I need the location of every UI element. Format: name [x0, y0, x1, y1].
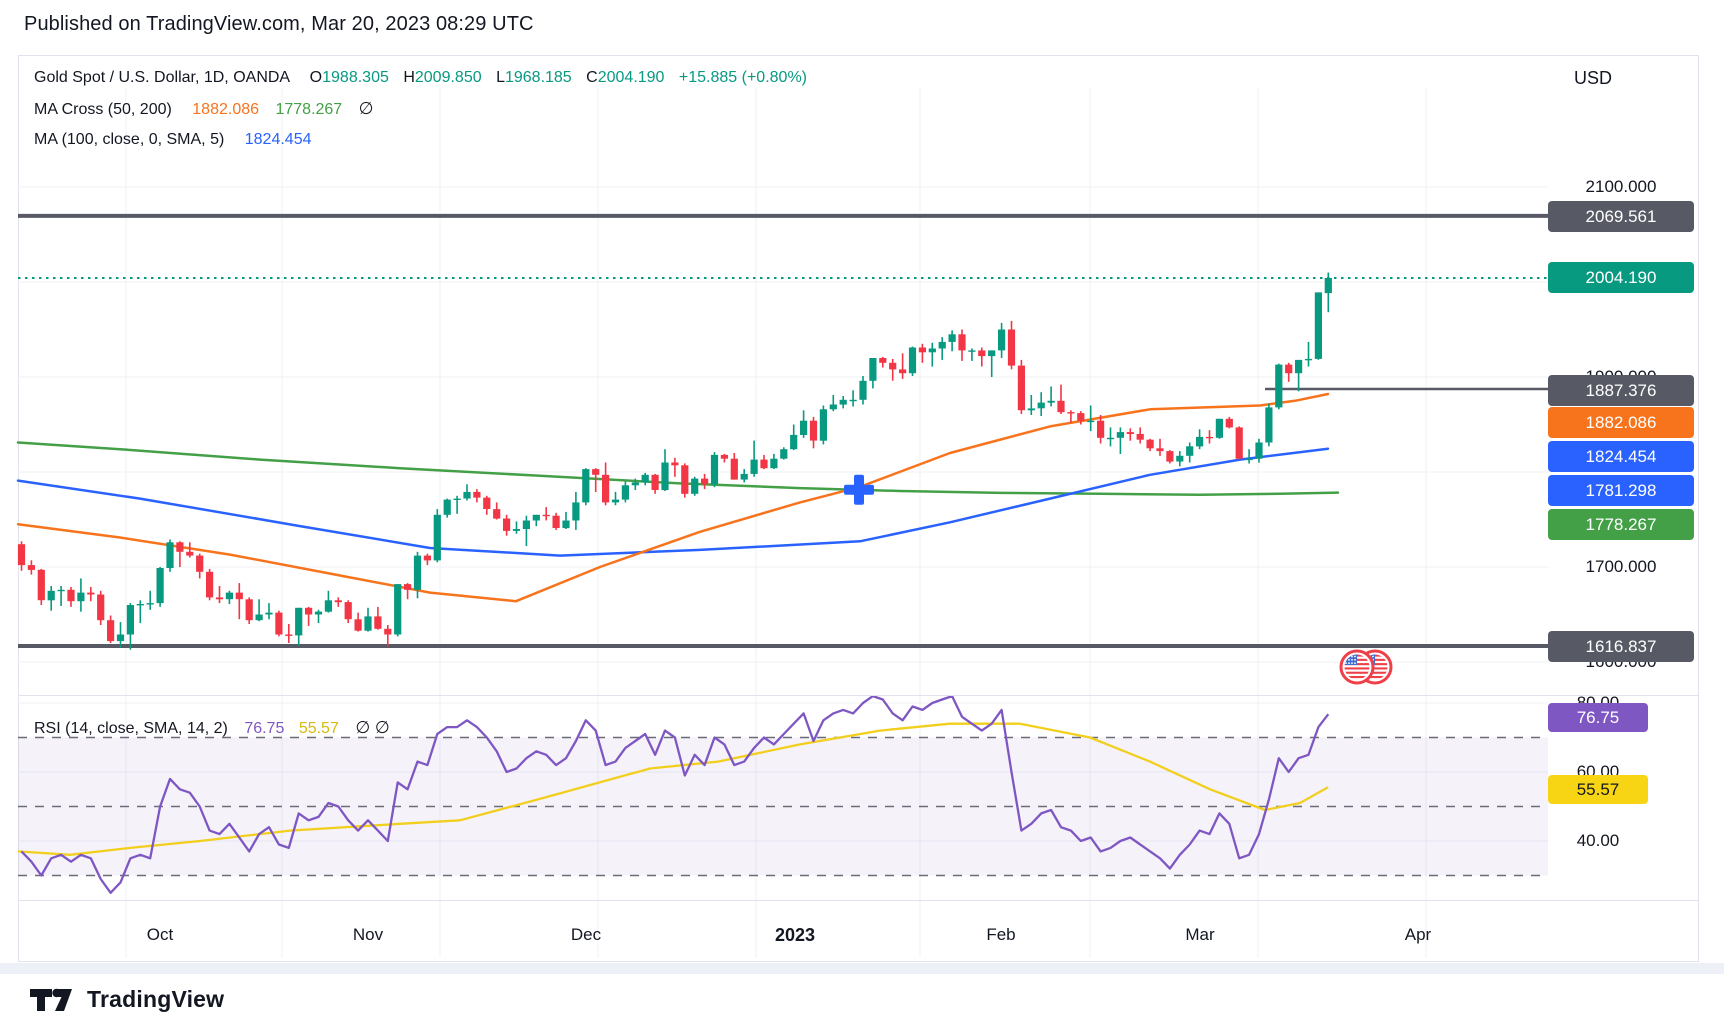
ohlc-close-label: C — [586, 69, 598, 86]
page-divider — [0, 963, 1724, 974]
ma-100-line — [16, 447, 1330, 557]
price-badge: 1887.376 — [1548, 374, 1694, 406]
rsi-band — [18, 736, 1548, 877]
rsi-line — [20, 694, 1330, 894]
time-axis-label: Feb — [986, 925, 1016, 944]
ohlc-close-value: 2004.190 — [597, 69, 665, 86]
change-value: +15.885 (+0.80%) — [678, 69, 807, 86]
symbol-title: Gold Spot / U.S. Dollar, 1D, OANDA — [34, 69, 290, 86]
tradingview-logo-icon — [30, 988, 72, 1011]
rsi-tick: 40.00 — [1576, 831, 1620, 850]
price-badge: 1778.267 — [1548, 508, 1694, 540]
level-lines — [18, 213, 1548, 649]
time-axis-label: Apr — [1404, 925, 1432, 944]
ma100-value: 1824.454 — [244, 131, 312, 148]
rsi-ma-value: 55.57 — [298, 720, 339, 737]
us-flag-icon[interactable] — [1339, 649, 1375, 685]
time-axis-label: Mar — [1185, 925, 1215, 944]
published-bar: Published on TradingView.com, Mar 20, 20… — [24, 13, 534, 36]
price-badge: 1616.837 — [1548, 630, 1694, 662]
time-axis-label: 2023 — [774, 925, 816, 945]
ma50-value: 1882.086 — [192, 101, 260, 118]
ohlc-high-label: H — [403, 69, 415, 86]
grid — [18, 88, 1548, 958]
ma100-legend-row[interactable]: MA (100, close, 0, SMA, 5) 1824.454 — [34, 129, 311, 151]
time-axis-label: Nov — [352, 925, 384, 944]
ma-cross-marker-icon — [844, 474, 874, 505]
rsi-legend-row[interactable]: RSI (14, close, SMA, 14, 2) 76.75 55.57 … — [34, 717, 390, 740]
price-tick: 2100.000 — [1585, 177, 1657, 196]
rsi-ma-line — [17, 722, 1329, 856]
time-axis-label: Dec — [570, 925, 602, 944]
ma-cross-title: MA Cross (50, 200) — [34, 101, 172, 118]
ma-cross-legend-row[interactable]: MA Cross (50, 200) 1882.086 1778.267 ∅ — [34, 98, 373, 121]
empty-set-icon: ∅ — [358, 99, 374, 118]
empty-set-icons: ∅ ∅ — [355, 718, 390, 737]
ohlc-open-label: O — [309, 69, 323, 86]
candlestick-series — [17, 272, 1332, 650]
tradingview-logo-text: TradingView — [87, 985, 225, 1012]
rsi-title: RSI (14, close, SMA, 14, 2) — [34, 720, 228, 737]
price-badge: 1781.298 — [1548, 474, 1694, 506]
chart-card — [18, 55, 1699, 962]
published-text: Published on TradingView.com, Mar 20, 20… — [24, 13, 534, 35]
ohlc-low-value: 1968.185 — [504, 69, 572, 86]
price-badge: 2069.561 — [1548, 200, 1694, 232]
time-axis-label: Oct — [146, 925, 174, 944]
price-badge: 2004.190 — [1548, 261, 1694, 293]
ohlc-low-label: L — [496, 69, 505, 86]
ohlc-high-value: 2009.850 — [414, 69, 482, 86]
rsi-badge: 55.57 — [1548, 774, 1648, 804]
rsi-value: 76.75 — [244, 720, 285, 737]
ma100-title: MA (100, close, 0, SMA, 5) — [34, 131, 225, 148]
price-tick: 1700.000 — [1585, 557, 1657, 576]
symbol-legend-row[interactable]: Gold Spot / U.S. Dollar, 1D, OANDA O1988… — [34, 67, 807, 89]
ma200-value: 1778.267 — [275, 101, 343, 118]
ma-50-line — [16, 392, 1330, 603]
ohlc-open-value: 1988.305 — [322, 69, 389, 86]
rsi-badge: 76.75 — [1548, 702, 1648, 732]
currency-label: USD — [1573, 68, 1612, 88]
price-badge: 1824.454 — [1548, 440, 1694, 472]
ma-200-line — [16, 441, 1340, 497]
price-badge: 1882.086 — [1548, 406, 1694, 438]
tradingview-logo[interactable]: TradingView — [28, 984, 224, 1014]
